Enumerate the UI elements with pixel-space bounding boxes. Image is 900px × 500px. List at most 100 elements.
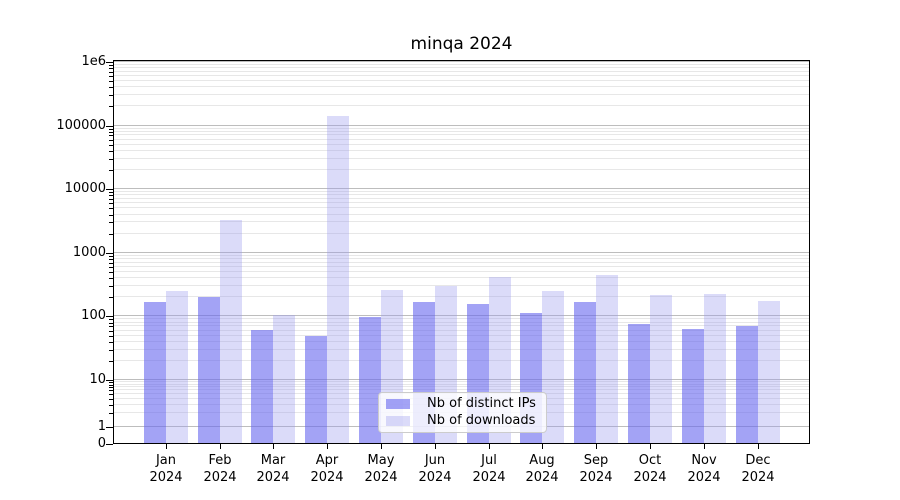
minor-gridline <box>114 384 809 385</box>
x-tick-mark <box>596 444 597 449</box>
minor-gridline <box>114 258 809 259</box>
y-tick-label: 1000 <box>72 245 106 260</box>
y-tick-mark <box>106 380 113 381</box>
minor-gridline <box>114 381 809 382</box>
plot-area: Nb of distinct IPs Nb of downloads <box>113 60 810 444</box>
x-tick-mark <box>166 444 167 449</box>
x-tick-mark <box>220 444 221 449</box>
x-tick-mark <box>650 444 651 449</box>
bar-distinct-ips-mar <box>251 330 273 443</box>
minor-gridline <box>114 131 809 132</box>
y-tick-label: 0 <box>97 436 106 451</box>
legend-item-downloads: Nb of downloads <box>386 413 536 429</box>
bar-distinct-ips-may <box>359 317 381 443</box>
bar-distinct-ips-nov <box>682 329 704 443</box>
minor-gridline <box>114 207 809 208</box>
bar-downloads-dec <box>758 301 780 443</box>
x-tick-mark <box>273 444 274 449</box>
minor-gridline <box>114 86 809 87</box>
minor-gridline <box>114 191 809 192</box>
x-tick-label: Jul 2024 <box>472 453 506 485</box>
bar-distinct-ips-feb <box>198 297 220 443</box>
minor-gridline <box>114 105 809 106</box>
bar-distinct-ips-apr <box>305 336 327 443</box>
minor-gridline <box>114 139 809 140</box>
y-tick-mark <box>106 189 113 190</box>
minor-gridline <box>114 128 809 129</box>
bar-downloads-feb <box>220 220 242 443</box>
major-gridline <box>114 188 809 189</box>
x-tick-label: Dec 2024 <box>741 453 775 485</box>
x-tick-mark <box>704 444 705 449</box>
minor-gridline <box>114 75 809 76</box>
y-tick-mark <box>106 444 113 445</box>
minor-gridline <box>114 94 809 95</box>
x-tick-mark <box>758 444 759 449</box>
legend-item-distinct-ips: Nb of distinct IPs <box>386 396 536 412</box>
legend-swatch-downloads <box>386 416 410 426</box>
x-tick-mark <box>489 444 490 449</box>
major-gridline <box>114 315 809 316</box>
minor-gridline <box>114 158 809 159</box>
x-tick-mark <box>327 444 328 449</box>
minor-gridline <box>114 67 809 68</box>
bar-downloads-mar <box>273 315 295 443</box>
major-gridline <box>114 252 809 253</box>
x-tick-label: Sep 2024 <box>579 453 613 485</box>
bar-downloads-jan <box>166 291 188 443</box>
x-tick-label: Mar 2024 <box>256 453 290 485</box>
minor-gridline <box>114 389 809 390</box>
y-tick-label: 100000 <box>56 118 106 133</box>
major-gridline <box>114 379 809 380</box>
grid-layer <box>114 61 809 443</box>
minor-gridline <box>114 325 809 326</box>
minor-gridline <box>114 71 809 72</box>
y-tick-mark <box>106 316 113 317</box>
minor-gridline <box>114 144 809 145</box>
bar-downloads-sep <box>596 275 618 443</box>
major-gridline <box>114 125 809 126</box>
legend-label-downloads: Nb of downloads <box>427 413 536 428</box>
y-tick-label: 10 <box>89 372 106 387</box>
x-tick-mark <box>542 444 543 449</box>
minor-gridline <box>114 330 809 331</box>
minor-gridline <box>114 271 809 272</box>
y-tick-mark <box>106 427 113 428</box>
minor-gridline <box>114 341 809 342</box>
legend-label-distinct-ips: Nb of distinct IPs <box>427 396 536 411</box>
bar-downloads-oct <box>650 295 672 443</box>
minor-gridline <box>114 221 809 222</box>
minor-gridline <box>114 214 809 215</box>
legend: Nb of distinct IPs Nb of downloads <box>378 392 547 433</box>
x-tick-label: Nov 2024 <box>687 453 721 485</box>
chart-title: minqa 2024 <box>410 34 513 54</box>
minor-gridline <box>114 194 809 195</box>
y-tick-label: 1 <box>97 419 106 434</box>
minor-gridline <box>114 134 809 135</box>
x-tick-label: Apr 2024 <box>310 453 344 485</box>
y-tick-label: 100 <box>81 308 106 323</box>
y-tick-mark <box>106 62 113 63</box>
bar-distinct-ips-oct <box>628 324 650 443</box>
x-tick-label: Aug 2024 <box>525 453 559 485</box>
bar-distinct-ips-dec <box>736 326 758 443</box>
minor-gridline <box>114 255 809 256</box>
minor-gridline <box>114 80 809 81</box>
minor-gridline <box>114 322 809 323</box>
bars-layer <box>114 61 809 443</box>
minor-gridline <box>114 349 809 350</box>
x-tick-label: Oct 2024 <box>633 453 667 485</box>
minor-gridline <box>114 169 809 170</box>
x-tick-mark <box>435 444 436 449</box>
minor-gridline <box>114 150 809 151</box>
minor-gridline <box>114 386 809 387</box>
legend-swatch-distinct-ips <box>386 399 410 409</box>
minor-gridline <box>114 277 809 278</box>
major-gridline <box>114 61 809 62</box>
minor-gridline <box>114 202 809 203</box>
x-tick-mark <box>381 444 382 449</box>
minor-gridline <box>114 335 809 336</box>
minor-gridline <box>114 266 809 267</box>
x-tick-label: May 2024 <box>364 453 398 485</box>
